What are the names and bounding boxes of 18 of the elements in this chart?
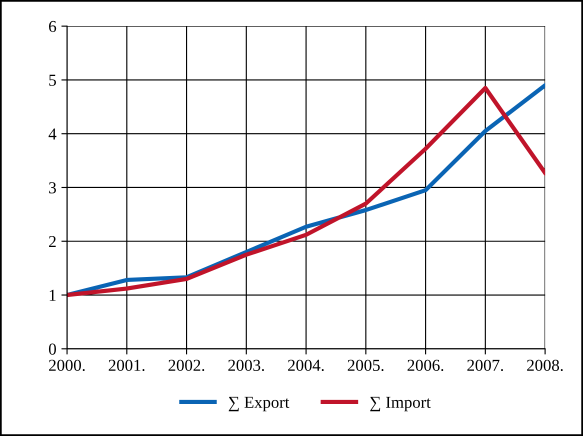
x-tick-label: 2001. [108, 360, 144, 372]
y-tick-label: 3 [49, 182, 56, 194]
y-tick-label: 2 [49, 236, 56, 248]
x-tick-label: 2002. [168, 360, 204, 372]
y-tick-label: 6 [49, 20, 56, 32]
y-tick-label: 0 [48, 344, 56, 355]
legend-label: ∑ Import [370, 396, 431, 412]
x-tick-label: 2006. [408, 360, 444, 372]
x-tick-label: 2003. [228, 360, 264, 372]
y-tick-label: 5 [49, 74, 56, 86]
y-tick-label: 4 [48, 128, 56, 140]
y-tick-label: 1 [50, 290, 56, 301]
x-tick-label: 2005. [348, 360, 384, 372]
x-tick-label: 2004. [288, 360, 324, 372]
x-tick-label: 2007. [467, 360, 503, 372]
legend-label: ∑ Export [228, 396, 290, 412]
x-tick-label: 2000. [49, 360, 85, 372]
x-tick-label: 2008. [527, 360, 563, 372]
